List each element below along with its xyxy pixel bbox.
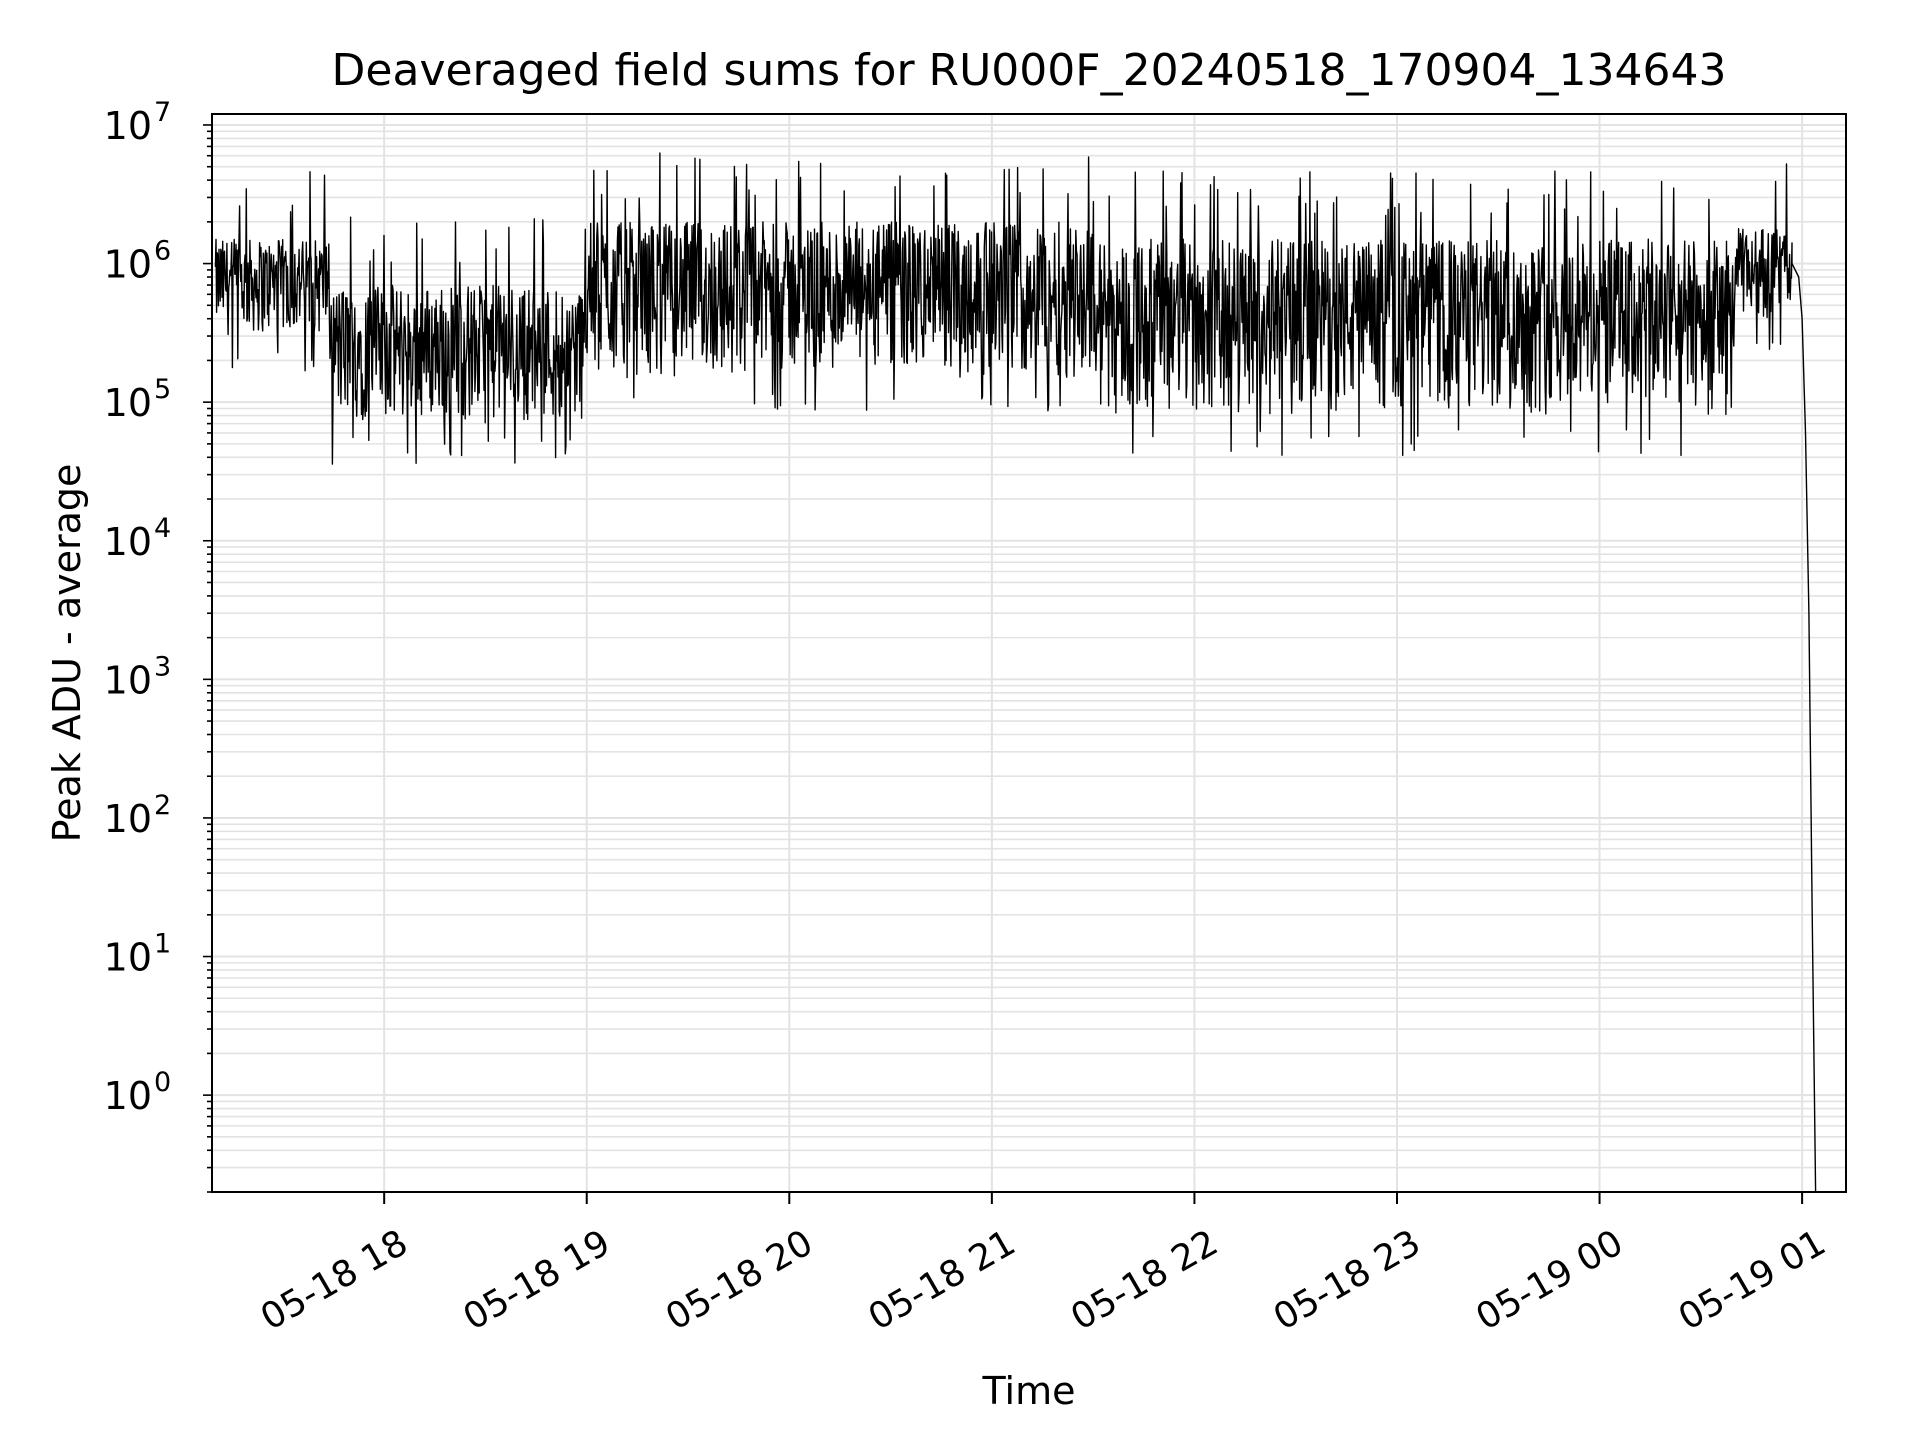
y-tick-exponent: 2 [154, 790, 171, 821]
y-axis-label: Peak ADU - average [45, 464, 89, 843]
y-tick-label: 10 [104, 381, 152, 425]
y-tick-exponent: 7 [154, 97, 171, 128]
y-tick-exponent: 5 [154, 374, 171, 405]
x-axis-label: Time [982, 1369, 1076, 1413]
plot-frame [211, 113, 1847, 1193]
y-tick-label: 10 [104, 797, 152, 841]
y-tick-label: 10 [104, 520, 152, 564]
y-tick-exponent: 6 [154, 236, 171, 267]
chart-title: Deaveraged field sums for RU000F_2024051… [332, 45, 1727, 96]
y-tick-label: 10 [104, 658, 152, 702]
y-tick-exponent: 1 [154, 929, 171, 960]
y-tick-label: 10 [104, 104, 152, 148]
series-line [214, 152, 1817, 1193]
series-layer [214, 152, 1817, 1193]
y-tick-label: 10 [104, 936, 152, 980]
y-tick-exponent: 0 [154, 1067, 171, 1098]
y-tick-exponent: 4 [154, 513, 171, 544]
grid [212, 114, 1846, 1193]
y-tick-exponent: 3 [154, 651, 171, 682]
y-tick-label: 10 [104, 243, 152, 287]
y-tick-label: 10 [104, 1074, 152, 1118]
